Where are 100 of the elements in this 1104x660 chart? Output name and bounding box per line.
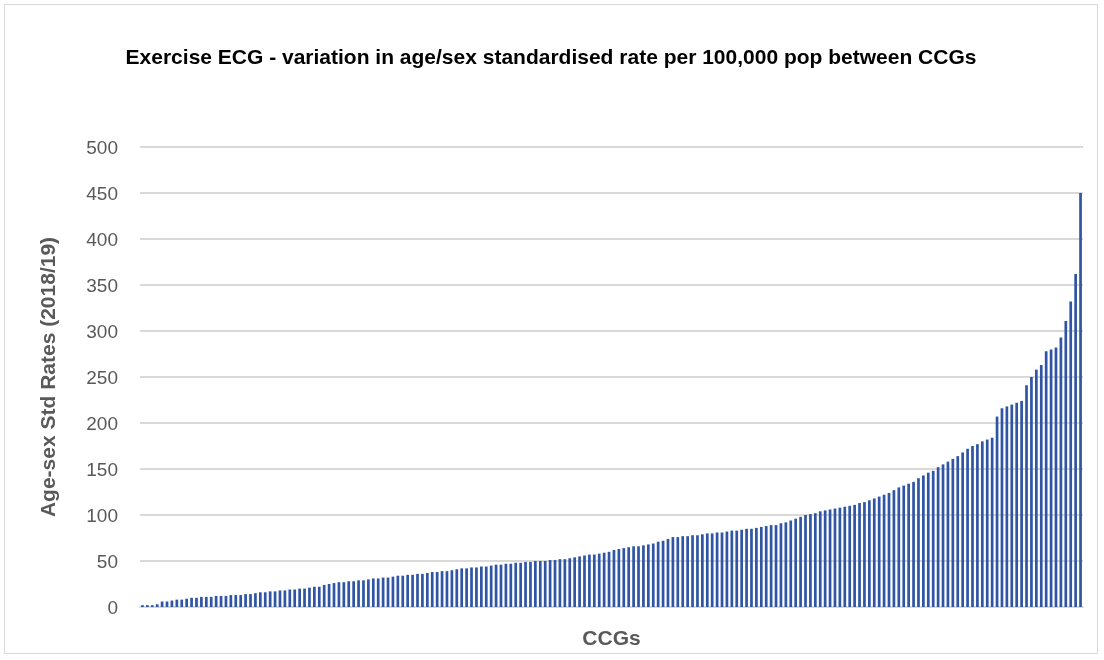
y-tick-label: 450 <box>86 182 118 204</box>
bar <box>357 580 360 607</box>
bar <box>455 569 459 607</box>
bar <box>421 573 424 607</box>
y-tick-label: 500 <box>86 136 118 158</box>
bar <box>691 535 694 607</box>
bar <box>371 578 375 607</box>
bar <box>1069 301 1073 607</box>
bar <box>681 536 685 607</box>
bar <box>863 502 866 607</box>
bar <box>956 456 960 607</box>
bar <box>730 530 734 607</box>
bar <box>646 544 650 607</box>
bar <box>416 573 419 607</box>
bar <box>425 572 429 607</box>
bar <box>897 487 901 607</box>
bar <box>519 562 522 607</box>
bar <box>465 568 468 607</box>
bar <box>980 441 984 607</box>
bar <box>1030 377 1033 607</box>
bar <box>696 535 699 607</box>
y-tick-label: 50 <box>96 550 118 572</box>
bar <box>917 478 920 607</box>
y-tick-label: 300 <box>86 320 118 342</box>
y-axis-title: Age-sex Std Rates (2018/19) <box>36 236 59 518</box>
bar <box>563 559 567 607</box>
bar <box>524 561 527 607</box>
bar <box>1039 365 1043 607</box>
bar <box>789 520 793 607</box>
bar <box>750 528 753 607</box>
bar <box>592 554 596 607</box>
bar <box>676 537 680 607</box>
bar <box>877 496 881 607</box>
bar <box>317 586 321 607</box>
bar <box>985 439 989 607</box>
bar <box>529 561 532 607</box>
bar <box>180 599 184 607</box>
bar <box>868 500 871 607</box>
bar <box>509 563 513 607</box>
bar <box>1015 402 1019 607</box>
chart-title: Exercise ECG - variation in age/sex standardised rate per 100,000 pop between CCGs <box>125 44 977 68</box>
bar <box>597 553 601 607</box>
bar <box>155 604 159 607</box>
bar <box>799 516 802 607</box>
bar <box>376 578 380 607</box>
bar <box>966 448 969 607</box>
bar <box>308 587 311 607</box>
bar <box>430 572 434 607</box>
bar <box>907 483 910 607</box>
bar <box>1074 273 1077 607</box>
bar <box>971 446 974 607</box>
bar <box>470 567 473 607</box>
bar <box>740 529 743 607</box>
bar <box>538 561 542 607</box>
bar <box>362 580 365 607</box>
y-tick-label: 150 <box>86 458 118 480</box>
y-tick-label: 200 <box>86 412 118 434</box>
bar <box>401 575 405 607</box>
bar <box>1044 351 1048 607</box>
bar <box>200 596 203 607</box>
bar <box>406 574 410 607</box>
y-tick-label: 250 <box>86 366 118 388</box>
bar <box>922 475 925 607</box>
bar <box>642 545 645 607</box>
bar <box>475 567 478 607</box>
bar <box>322 584 326 607</box>
bar <box>794 518 798 607</box>
bar <box>303 588 306 607</box>
bar <box>759 526 763 607</box>
bar <box>288 589 292 607</box>
bar <box>367 579 370 607</box>
bar <box>244 594 247 607</box>
y-tick-label: 400 <box>86 228 118 250</box>
bar <box>931 470 935 607</box>
bar <box>951 458 955 607</box>
bar <box>1034 369 1038 607</box>
bar <box>843 506 847 607</box>
bar <box>622 548 626 607</box>
bar <box>858 503 861 607</box>
bar <box>818 511 822 607</box>
bar <box>1025 385 1028 607</box>
bar <box>853 504 856 607</box>
bar <box>976 444 979 607</box>
bar <box>755 527 758 607</box>
bar <box>352 581 355 607</box>
bar <box>705 533 709 607</box>
y-tick-label: 0 <box>107 596 118 618</box>
bar <box>195 597 198 607</box>
y-tick-label: 350 <box>86 274 118 296</box>
bar <box>848 505 852 607</box>
y-tick-label: 100 <box>86 504 118 526</box>
bar <box>588 554 591 607</box>
bar <box>902 485 906 607</box>
bar <box>258 592 262 607</box>
bar <box>701 534 704 607</box>
bar <box>347 581 351 607</box>
bar <box>1010 404 1014 607</box>
bar <box>249 594 252 607</box>
bar <box>190 597 193 607</box>
bar <box>254 593 257 607</box>
